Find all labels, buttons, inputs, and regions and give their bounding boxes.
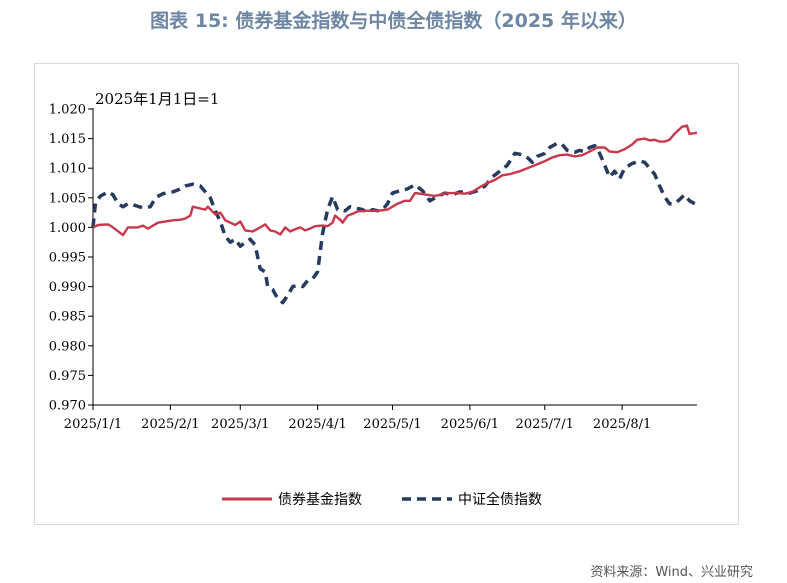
y-tick-label: 0.990 xyxy=(49,280,86,295)
x-tick-label: 2025/1/1 xyxy=(64,417,122,432)
x-tick-label: 2025/6/1 xyxy=(441,417,499,432)
series-line-bond-fund xyxy=(92,124,698,237)
y-tick-label: 0.980 xyxy=(49,339,86,354)
legend: 债券基金指数 中证全债指数 xyxy=(222,491,542,508)
y-tick-label: 1.000 xyxy=(49,221,86,236)
chart-frame xyxy=(34,63,739,525)
y-tick-label: 0.975 xyxy=(49,369,86,384)
y-tick-label: 1.010 xyxy=(49,162,86,177)
figure-title: 图表 15: 债券基金指数与中债全债指数（2025 年以来） xyxy=(150,10,637,32)
x-tick-label: 2025/5/1 xyxy=(363,417,421,432)
x-tick-label: 2025/3/1 xyxy=(211,417,269,432)
x-tick-label: 2025/2/1 xyxy=(141,417,199,432)
y-tick-label: 0.985 xyxy=(49,310,86,325)
x-axis: 2025/1/1 2025/2/1 2025/3/1 2025/4/1 2025/5/1… xyxy=(64,404,697,432)
legend-label-csi-bond: 中证全债指数 xyxy=(458,491,542,508)
series-layer xyxy=(91,124,698,305)
y-tick-label: 0.970 xyxy=(49,399,86,414)
y-tick-label: 1.020 xyxy=(49,103,86,118)
chart-annotation: 2025年1月1日=1 xyxy=(95,90,219,108)
y-tick-label: 1.015 xyxy=(49,132,86,147)
source-note: 资料来源：Wind、兴业研究 xyxy=(590,565,753,580)
y-tick-label: 1.005 xyxy=(49,191,86,206)
x-tick-label: 2025/7/1 xyxy=(516,417,574,432)
y-axis: 1.020 1.015 1.010 1.005 1.000 0.995 0.990 0.985… xyxy=(49,103,94,414)
y-tick-label: 0.995 xyxy=(49,251,86,266)
series-line-csi-bond xyxy=(91,141,698,305)
legend-label-bond-fund: 债券基金指数 xyxy=(278,491,362,508)
x-tick-label: 2025/4/1 xyxy=(288,417,346,432)
x-tick-label: 2025/8/1 xyxy=(593,417,651,432)
